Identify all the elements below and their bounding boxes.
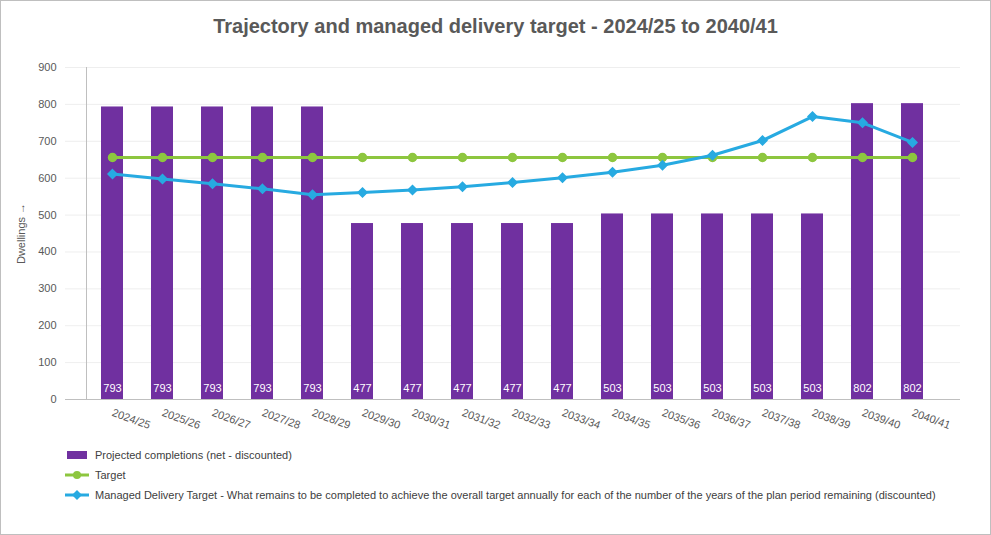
svg-text:2036/37: 2036/37 [711, 406, 752, 431]
svg-text:2027/28: 2027/28 [261, 406, 302, 431]
html-text:Trajectory and managed deliver: Trajectory and managed delivery target -… [213, 15, 778, 37]
svg-text:503: 503 [753, 382, 771, 394]
svg-text:2032/33: 2032/33 [511, 406, 552, 431]
html-text:Target: Target [95, 469, 126, 481]
svg-text:793: 793 [103, 382, 121, 394]
svg-text:Dwellings →: Dwellings → [15, 203, 27, 264]
svg-text:2029/30: 2029/30 [361, 406, 402, 431]
svg-text:600: 600 [38, 172, 56, 184]
svg-text:2033/34: 2033/34 [561, 406, 602, 431]
html-text:Projected completions (net - d: Projected completions (net - discounted) [95, 449, 292, 461]
svg-text:2024/25: 2024/25 [111, 406, 152, 431]
svg-text:793: 793 [303, 382, 321, 394]
svg-text:700: 700 [38, 135, 56, 147]
html-text:Managed Delivery Target - What: Managed Delivery Target - What remains t… [95, 489, 936, 501]
svg-text:200: 200 [38, 319, 56, 331]
svg-text:0: 0 [50, 393, 56, 405]
svg-text:900: 900 [38, 61, 56, 73]
svg-text:2035/36: 2035/36 [661, 406, 702, 431]
svg-text:400: 400 [38, 245, 56, 257]
svg-text:2038/39: 2038/39 [811, 406, 852, 431]
svg-text:802: 802 [853, 382, 871, 394]
svg-text:503: 503 [603, 382, 621, 394]
svg-text:477: 477 [403, 382, 421, 394]
svg-text:2030/31: 2030/31 [411, 406, 452, 431]
svg-text:477: 477 [553, 382, 571, 394]
svg-text:503: 503 [653, 382, 671, 394]
svg-text:100: 100 [38, 356, 56, 368]
svg-text:2026/27: 2026/27 [211, 406, 252, 431]
svg-text:793: 793 [203, 382, 221, 394]
svg-text:802: 802 [903, 382, 921, 394]
svg-text:477: 477 [503, 382, 521, 394]
svg-text:2037/38: 2037/38 [761, 406, 802, 431]
svg-text:2031/32: 2031/32 [461, 406, 502, 431]
svg-text:2028/29: 2028/29 [311, 406, 352, 431]
svg-text:793: 793 [153, 382, 171, 394]
svg-text:300: 300 [38, 282, 56, 294]
svg-text:2040/41: 2040/41 [911, 406, 952, 431]
svg-text:477: 477 [453, 382, 471, 394]
svg-text:2025/26: 2025/26 [161, 406, 202, 431]
svg-text:500: 500 [38, 209, 56, 221]
svg-text:503: 503 [703, 382, 721, 394]
svg-text:2034/35: 2034/35 [611, 406, 652, 431]
svg-text:793: 793 [253, 382, 271, 394]
svg-text:2039/40: 2039/40 [861, 406, 902, 431]
svg-text:503: 503 [803, 382, 821, 394]
svg-text:477: 477 [353, 382, 371, 394]
svg-text:800: 800 [38, 98, 56, 110]
